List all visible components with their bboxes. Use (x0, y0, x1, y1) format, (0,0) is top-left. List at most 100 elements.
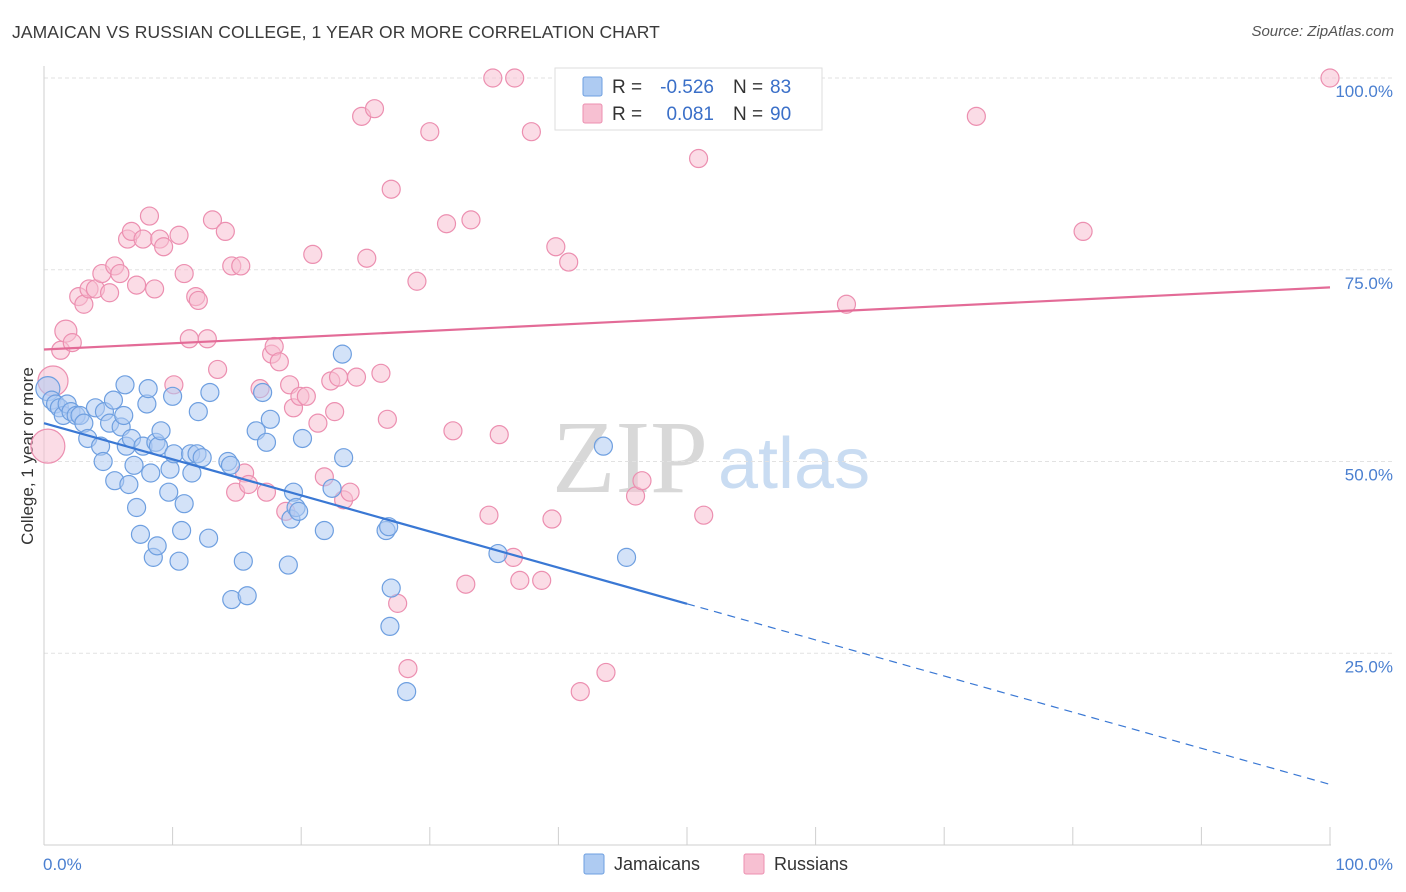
y-tick-label-1: 50.0% (1345, 466, 1393, 485)
jamaicans-point-54 (237, 586, 257, 606)
legend-r-value-jamaicans: -0.526 (660, 77, 714, 98)
jamaicans-point-36 (159, 482, 179, 502)
legend-bottom-label-russians: Russians (774, 854, 848, 874)
russians-trend-line (43, 286, 1331, 351)
jamaicans-point-46 (188, 402, 208, 422)
jamaicans-point-66 (322, 478, 342, 498)
russians-point-72 (510, 570, 530, 590)
trend-lines (43, 286, 1331, 785)
jamaicans-point-16 (103, 390, 124, 410)
russians-point-29 (208, 359, 228, 380)
jamaicans-point-49 (200, 382, 220, 403)
y-tick-label-3: 100.0% (1335, 82, 1393, 101)
legend-r-value-russians: 0.081 (666, 104, 714, 125)
x-tick-label-min: 0.0% (43, 855, 82, 874)
russians-point-30 (215, 221, 235, 241)
jamaicans-point-67 (332, 344, 352, 364)
jamaicans-point-51 (220, 455, 241, 475)
jamaicans-point-38 (163, 386, 183, 406)
source-label: Source: ZipAtlas.com (1251, 23, 1394, 40)
watermark-atlas: atlas (718, 424, 870, 504)
jamaicans-point-13 (93, 451, 113, 472)
jamaicans-point-75 (593, 436, 614, 456)
russians-point-0 (30, 428, 66, 464)
russians-point-64 (420, 122, 440, 142)
russians-point-24 (179, 329, 199, 349)
russians-point-74 (532, 570, 552, 590)
russians-point-50 (325, 402, 345, 422)
russians-point-79 (596, 662, 616, 683)
jamaicans-point-53 (233, 551, 253, 571)
russians-point-81 (632, 471, 652, 491)
russians-point-22 (169, 225, 189, 245)
jamaicans-point-30 (141, 463, 161, 483)
legend-n-label-russians: N = (733, 104, 763, 125)
russians-point-85 (836, 294, 857, 314)
russians-point-27 (197, 329, 217, 349)
legend-r-label-jamaicans: R = (612, 77, 642, 98)
russians-point-88 (1320, 68, 1340, 88)
russians-point-86 (966, 106, 986, 126)
jamaicans-point-58 (260, 409, 280, 429)
russians-point-89 (483, 68, 503, 88)
russians-points (30, 68, 1340, 702)
jamaicans-point-25 (126, 497, 147, 518)
legend-r-label-russians: R = (612, 104, 642, 125)
russians-point-56 (357, 248, 377, 268)
russians-point-60 (381, 179, 401, 199)
russians-point-63 (407, 271, 427, 291)
jamaicans-point-42 (174, 494, 194, 514)
russians-point-73 (521, 122, 541, 142)
x-tick-labels: 0.0% 100.0% (43, 855, 1393, 874)
jamaicans-point-40 (169, 551, 189, 571)
russians-point-12 (110, 263, 130, 284)
russians-point-23 (174, 263, 194, 284)
russians-point-70 (489, 425, 509, 445)
russians-point-51 (328, 367, 349, 387)
y-tick-label-2: 75.0% (1345, 274, 1393, 293)
legend-n-value-russians: 90 (770, 104, 791, 125)
russians-point-69 (479, 505, 499, 525)
russians-point-47 (308, 413, 328, 433)
jamaicans-point-57 (256, 432, 277, 452)
russians-point-83 (694, 505, 714, 525)
russians-point-16 (133, 229, 153, 249)
jamaicans-point-68 (334, 448, 354, 468)
russians-point-75 (542, 509, 562, 529)
jamaicans-points (35, 344, 637, 702)
russians-point-33 (231, 256, 251, 276)
russians-point-65 (436, 214, 457, 234)
jamaicans-point-65 (314, 520, 334, 541)
russians-point-87 (1073, 221, 1093, 241)
jamaicans-point-26 (130, 524, 151, 544)
legend-bottom-swatch-russians (743, 853, 765, 875)
legend-bottom-label-jamaicans: Jamaicans (614, 854, 700, 874)
jamaicans-trend-line (43, 422, 688, 605)
jamaicans-point-73 (397, 681, 417, 702)
jamaicans-point-33 (147, 536, 167, 556)
russians-point-15 (126, 275, 147, 295)
russians-point-53 (340, 482, 360, 502)
russians-point-26 (188, 290, 208, 311)
jamaicans-point-19 (114, 405, 134, 426)
jamaicans-point-76 (616, 547, 637, 567)
jamaicans-point-64 (292, 428, 313, 449)
russians-point-10 (99, 283, 120, 303)
russians-point-67 (456, 574, 476, 594)
jamaicans-point-41 (172, 520, 192, 541)
jamaicans-point-20 (115, 375, 135, 395)
russians-point-66 (443, 421, 463, 441)
russians-point-59 (377, 409, 397, 429)
russians-point-82 (688, 148, 709, 169)
legend-bottom: Jamaicans Russians (583, 853, 848, 875)
jamaicans-point-63 (289, 501, 309, 521)
russians-point-57 (364, 99, 385, 119)
legend-n-value-jamaicans: 83 (770, 77, 791, 98)
chart-title: JAMAICAN VS RUSSIAN COLLEGE, 1 YEAR OR M… (12, 22, 660, 42)
russians-point-78 (570, 681, 590, 702)
legend-swatch-jamaicans (582, 76, 603, 97)
russians-point-76 (546, 237, 566, 257)
russians-point-54 (346, 367, 367, 387)
russians-point-45 (296, 386, 316, 406)
